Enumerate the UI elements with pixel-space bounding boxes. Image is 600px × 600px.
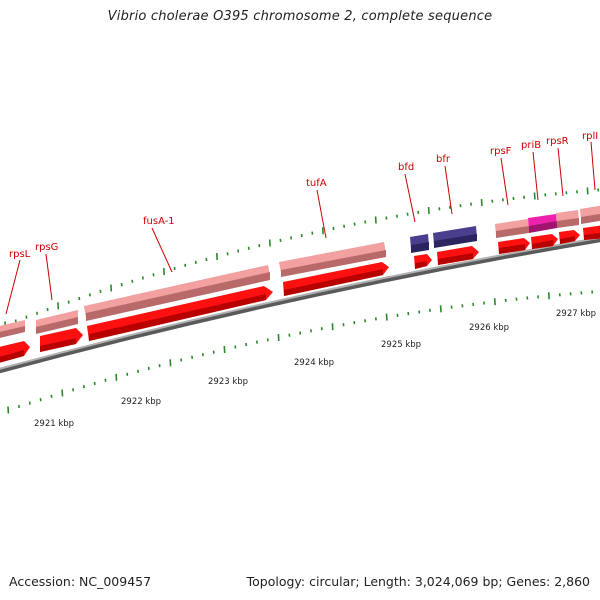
feature-bar-bfd[interactable] xyxy=(410,234,429,253)
cds-arrow-tufA[interactable] xyxy=(283,262,389,296)
cds-arrow-fusA-1[interactable] xyxy=(87,286,273,341)
gene-label[interactable]: priB xyxy=(521,140,541,151)
backbone xyxy=(0,236,600,374)
gene-bar-fusA-1[interactable] xyxy=(84,265,270,321)
cds-arrows xyxy=(0,225,600,364)
cds-arrow-bfd[interactable] xyxy=(414,254,432,269)
gene-label[interactable]: tufA xyxy=(306,178,327,189)
kbp-label: 2925 kbp xyxy=(381,340,421,350)
map-title: Vibrio cholerae O395 chromosome 2, compl… xyxy=(107,9,493,24)
gene-bars xyxy=(0,205,600,339)
cds-arrow-rplI[interactable] xyxy=(583,225,600,240)
kbp-labels: 2921 kbp 2922 kbp 2923 kbp 2924 kbp 2925… xyxy=(34,309,596,429)
feature-bar-bfr[interactable] xyxy=(433,226,477,248)
outer-ticks xyxy=(4,187,600,329)
gene-bar-priB[interactable] xyxy=(528,214,557,233)
kbp-label: 2926 kbp xyxy=(469,323,509,333)
gene-label[interactable]: rplI xyxy=(582,131,598,142)
gene-label[interactable]: rpsF xyxy=(490,146,512,157)
inner-ticks xyxy=(7,290,594,414)
kbp-label: 2924 kbp xyxy=(294,358,334,368)
gene-label[interactable]: rpsR xyxy=(546,136,569,147)
kbp-label: 2923 kbp xyxy=(208,377,248,387)
cds-arrow-rpsL[interactable] xyxy=(0,341,30,364)
accession-label: Accession: NC_009457 xyxy=(9,574,152,589)
leader-lines xyxy=(5,141,596,315)
gene-label[interactable]: rpsL xyxy=(9,249,31,260)
gene-label[interactable]: rpsG xyxy=(35,242,58,253)
kbp-label: 2921 kbp xyxy=(34,419,74,429)
gene-label[interactable]: fusA-1 xyxy=(143,216,175,227)
cds-arrow-rpsF[interactable] xyxy=(498,238,530,254)
gene-bar-rpsF[interactable] xyxy=(495,219,529,238)
cds-arrow-rpsG[interactable] xyxy=(40,328,83,352)
sequence-summary: Topology: circular; Length: 3,024,069 bp… xyxy=(246,574,590,589)
kbp-label: 2922 kbp xyxy=(121,397,161,407)
gene-bar-rplI[interactable] xyxy=(580,205,600,224)
kbp-label: 2927 kbp xyxy=(556,309,596,319)
gene-bar-tufA[interactable] xyxy=(279,242,386,277)
cds-arrow-priB[interactable] xyxy=(531,234,558,249)
gene-labels: rpsL rpsG fusA-1 tufA bfd bfr rpsF priB … xyxy=(9,131,598,260)
gene-label[interactable]: bfr xyxy=(436,154,451,165)
gene-bar-rpsR[interactable] xyxy=(556,210,579,228)
cds-arrow-bfr[interactable] xyxy=(437,246,479,265)
gene-bar-rpsL[interactable] xyxy=(0,320,25,339)
gene-bar-rpsG[interactable] xyxy=(36,310,78,334)
gene-label[interactable]: bfd xyxy=(398,162,414,173)
cds-arrow-rpsR[interactable] xyxy=(559,230,580,244)
